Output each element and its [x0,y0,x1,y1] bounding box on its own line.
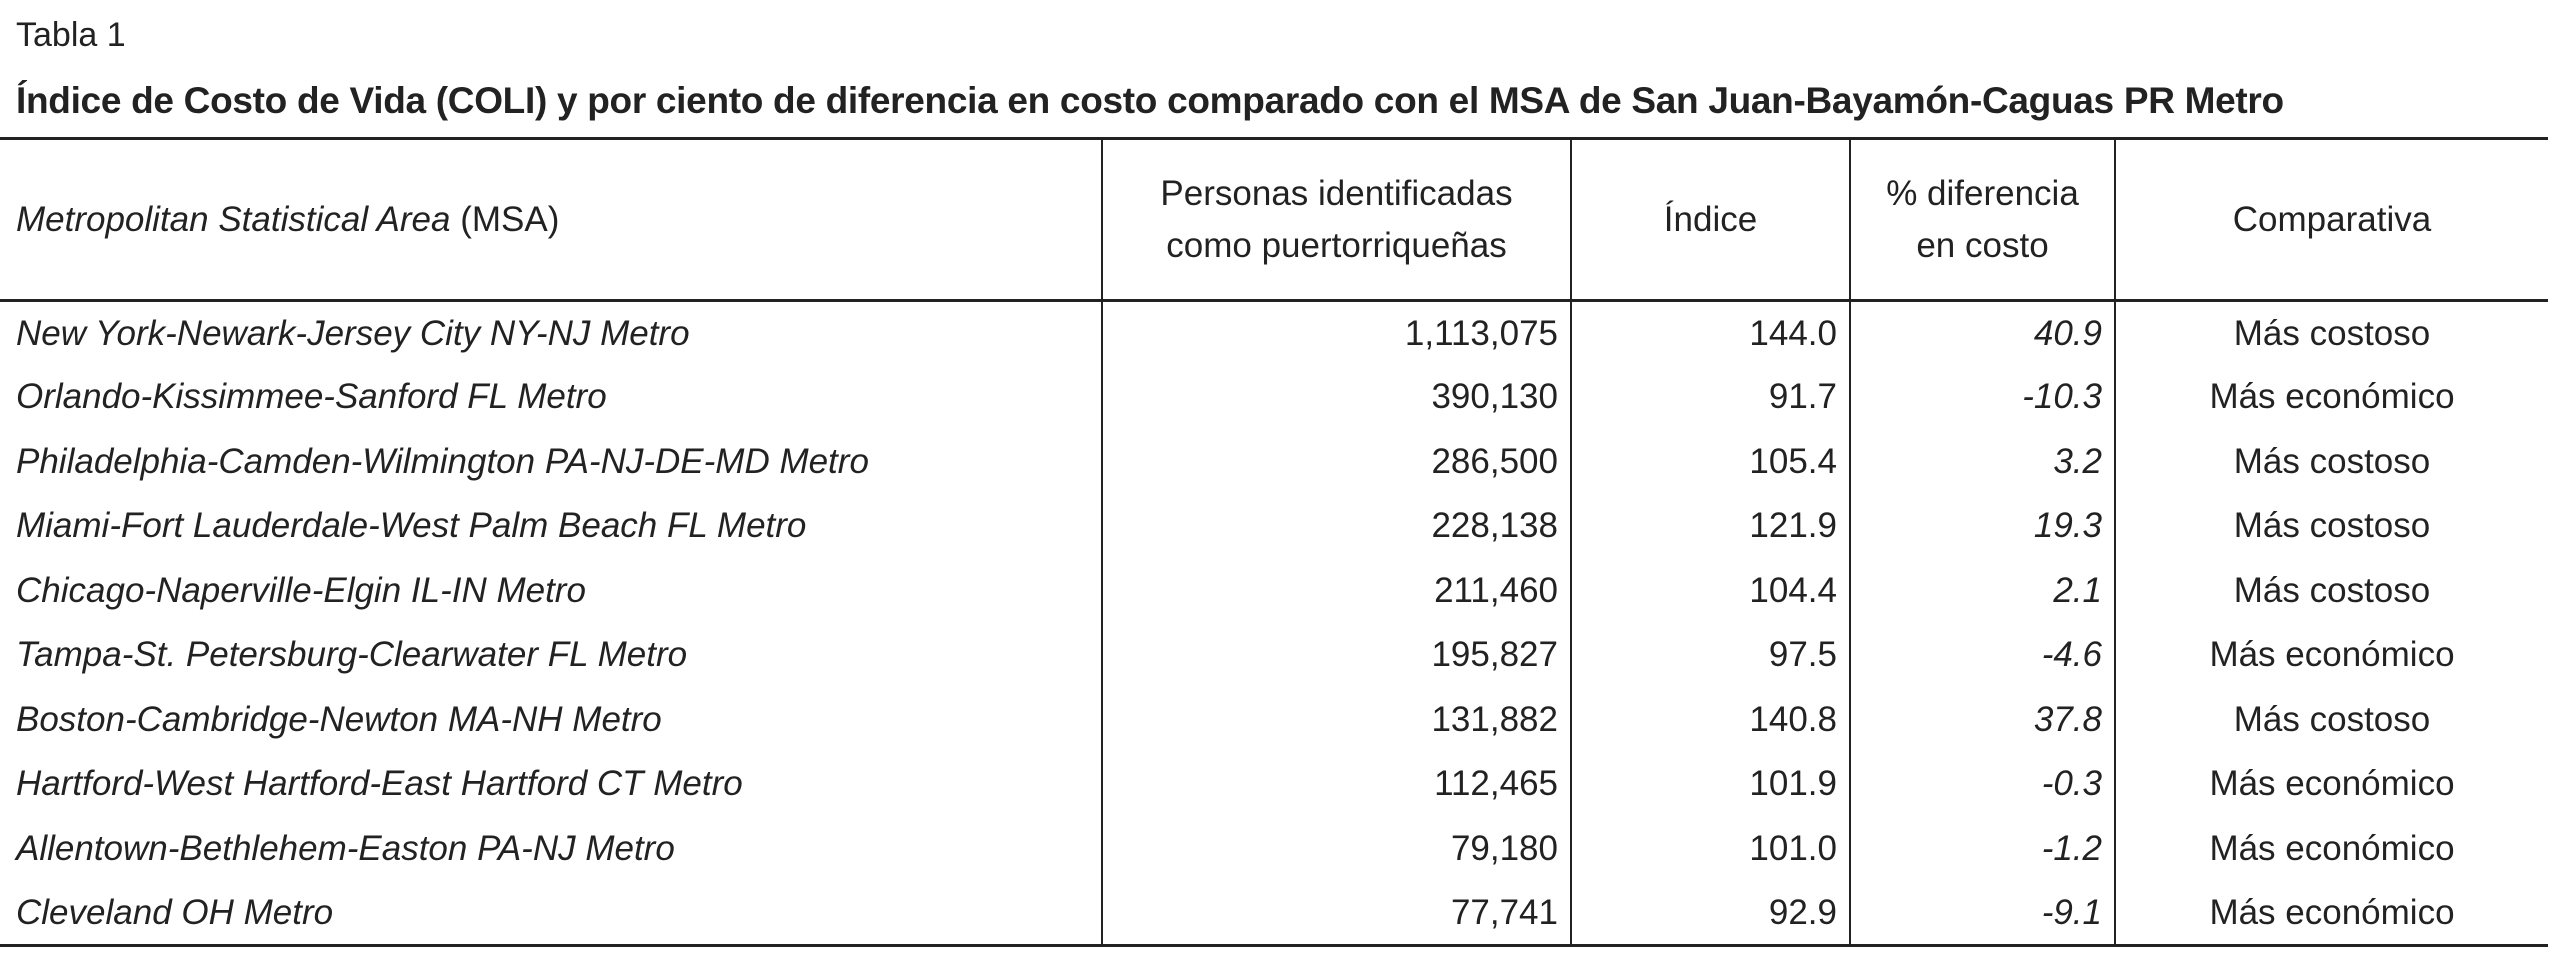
comparison: Más económico [2114,752,2548,817]
header-cell: Comparativa [2114,138,2548,301]
header-row: Metropolitan Statistical Area (MSA) Perso… [0,138,2548,301]
population: 1,113,075 [1101,300,1571,365]
percent-difference: 37.8 [1849,687,2115,752]
header-line: Índice [1663,199,1758,239]
comparison: Más costoso [2114,429,2548,494]
index: 140.8 [1570,687,1850,752]
population: 211,460 [1101,558,1571,623]
header-line: Personas identificadas [1160,173,1513,213]
msa-name: Tampa-St. Petersburg-Clearwater FL Metro [16,635,688,675]
population: 195,827 [1101,623,1571,688]
table-row: Hartford-West Hartford-East Hartford CT … [0,752,2548,817]
percent-difference: -1.2 [1849,816,2115,881]
index: 92.9 [1570,881,1850,946]
percent-difference: -0.3 [1849,752,2115,817]
comparison: Más costoso [2114,558,2548,623]
comparison: Más económico [2114,365,2548,430]
comparison: Más costoso [2114,300,2548,365]
msa-name: Philadelphia-Camden-Wilmington PA-NJ-DE-… [16,441,869,481]
header-line: Comparativa [2232,199,2432,239]
population: 228,138 [1101,494,1571,559]
percent-difference: 2.1 [1849,558,2115,623]
header-cell: % diferencia en costo [1849,138,2115,301]
table-header: Metropolitan Statistical Area (MSA) Perso… [0,138,2548,301]
header-line: en costo [1916,225,2049,265]
header-cell: Metropolitan Statistical Area (MSA) [0,139,1102,301]
percent-difference: 19.3 [1849,494,2115,559]
population: 79,180 [1101,816,1571,881]
msa-name: New York-Newark-Jersey City NY-NJ Metro [16,313,690,353]
table-row: Orlando-Kissimmee-Sanford FL Metro 390,13… [0,365,2548,430]
index: 101.9 [1570,752,1850,817]
comparison: Más económico [2114,816,2548,881]
population: 286,500 [1101,429,1571,494]
percent-difference: -4.6 [1849,623,2115,688]
table-title: Índice de Costo de Vida (COLI) y por cie… [16,80,2284,121]
table-body: New York-Newark-Jersey City NY-NJ Metro 1… [0,300,2548,946]
comparison: Más económico [2114,881,2548,946]
percent-difference: 40.9 [1849,300,2115,365]
population: 77,741 [1101,881,1571,946]
index: 104.4 [1570,558,1850,623]
index: 97.5 [1570,623,1850,688]
percent-difference: -10.3 [1849,365,2115,430]
msa-name: Allentown-Bethlehem-Easton PA-NJ Metro [16,828,675,868]
header-cell: Índice [1570,138,1850,301]
percent-difference: -9.1 [1849,881,2115,946]
population: 131,882 [1101,687,1571,752]
population: 112,465 [1101,752,1571,817]
header-cell: Personas identificadas como puertorriqueñ… [1101,138,1571,301]
table-row: Boston-Cambridge-Newton MA-NH Metro 131,8… [0,687,2548,752]
table-row: Allentown-Bethlehem-Easton PA-NJ Metro 79… [0,816,2548,881]
msa-name: Boston-Cambridge-Newton MA-NH Metro [16,699,662,739]
population: 390,130 [1101,365,1571,430]
comparison: Más costoso [2114,687,2548,752]
table-caption: Tabla 1 [16,16,126,54]
index: 101.0 [1570,816,1850,881]
msa-name: Orlando-Kissimmee-Sanford FL Metro [16,377,607,417]
table-row: Cleveland OH Metro 77,741 92.9 -9.1 Más econ… [0,881,2548,946]
msa-name: Miami-Fort Lauderdale-West Palm Beach FL… [16,506,807,546]
comparison: Más económico [2114,623,2548,688]
msa-name: Chicago-Naperville-Elgin IL-IN Metro [16,570,586,610]
msa-name: Cleveland OH Metro [16,892,334,932]
index: 121.9 [1570,494,1850,559]
comparison: Más costoso [2114,494,2548,559]
index: 144.0 [1570,300,1850,365]
percent-difference: 3.2 [1849,429,2115,494]
header-plain: (MSA) [460,199,560,239]
index: 91.7 [1570,365,1850,430]
msa-name: Hartford-West Hartford-East Hartford CT … [16,764,743,804]
index: 105.4 [1570,429,1850,494]
header-line: como puertorriqueñas [1166,225,1507,265]
header-italic: Metropolitan Statistical Area [16,199,451,239]
table-row: Chicago-Naperville-Elgin IL-IN Metro 211,… [0,558,2548,623]
table-row: Tampa-St. Petersburg-Clearwater FL Metro… [0,623,2548,688]
data-table: Metropolitan Statistical Area (MSA) Perso… [0,137,2548,947]
table-row: New York-Newark-Jersey City NY-NJ Metro 1… [0,300,2548,365]
header-line: % diferencia [1886,173,2079,213]
table-row: Philadelphia-Camden-Wilmington PA-NJ-DE-… [0,429,2548,494]
table-row: Miami-Fort Lauderdale-West Palm Beach FL… [0,494,2548,559]
